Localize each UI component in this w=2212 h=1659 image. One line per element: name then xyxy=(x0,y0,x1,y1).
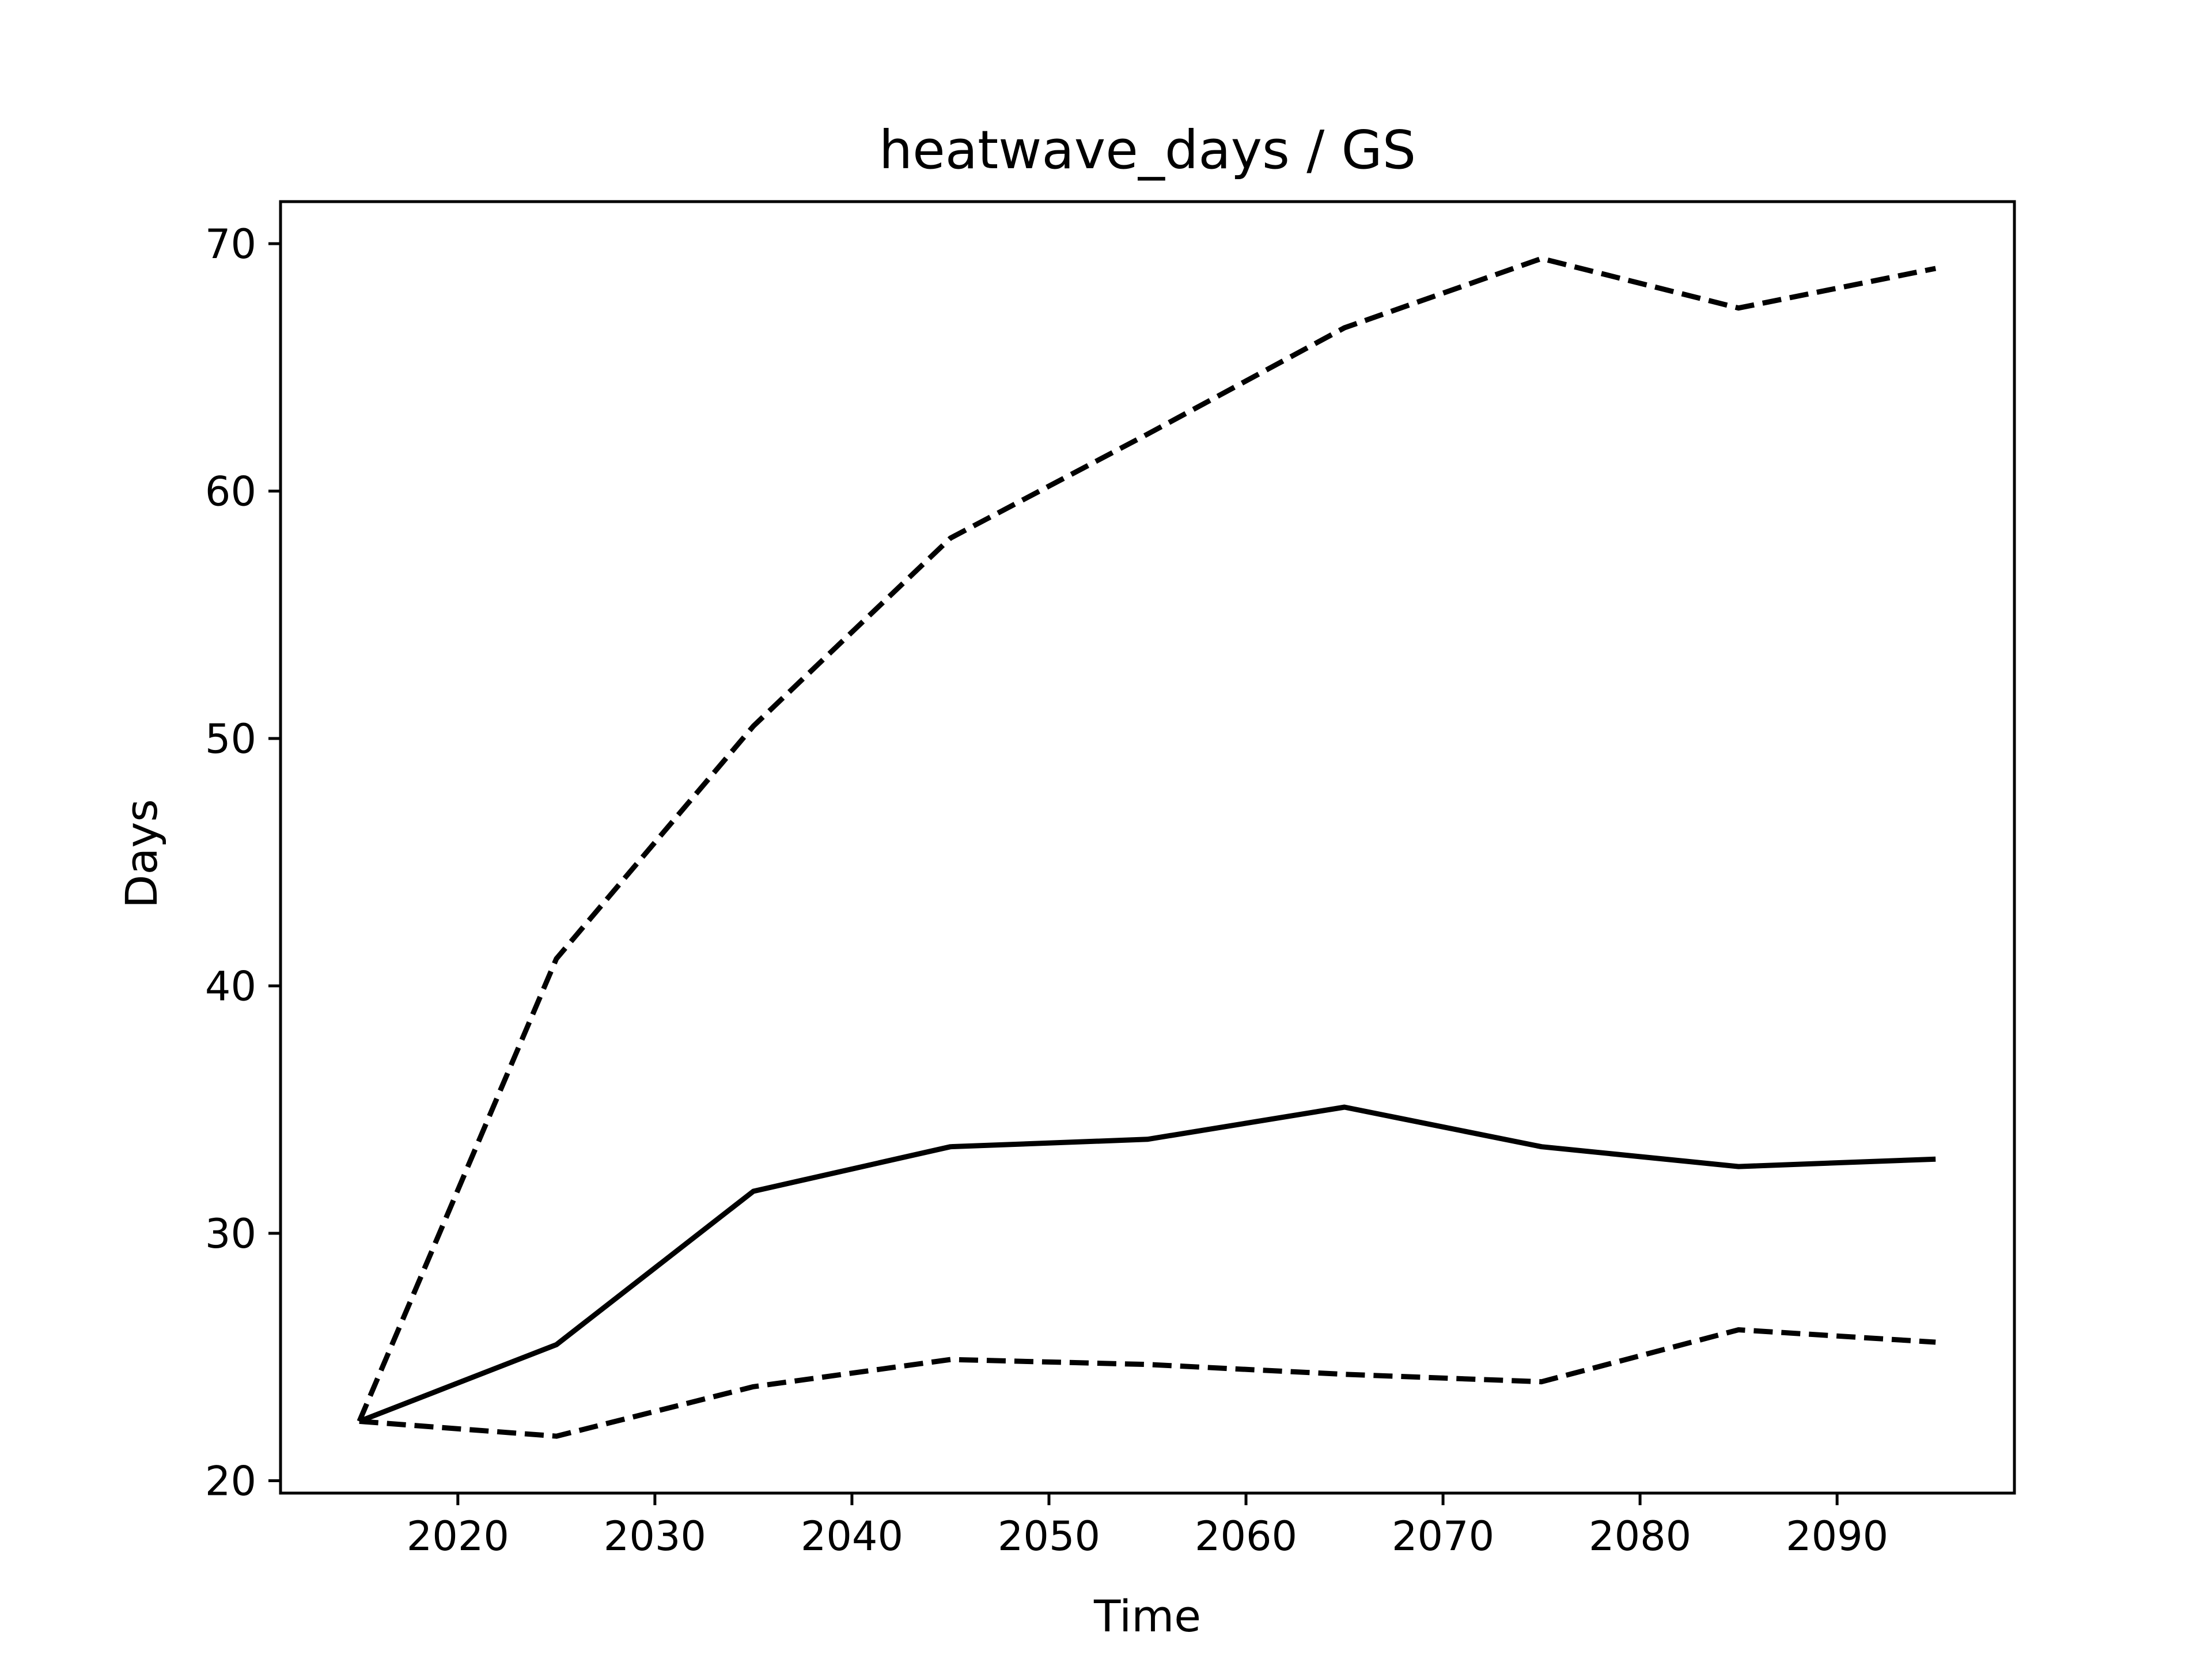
x-tick-label-2090: 2090 xyxy=(1786,1513,1888,1560)
x-tick-label-2030: 2030 xyxy=(604,1513,706,1560)
plot-frame xyxy=(279,200,2016,1495)
x-tick-label-2040: 2040 xyxy=(801,1513,903,1560)
x-tick-label-2070: 2070 xyxy=(1392,1513,1494,1560)
x-tick-label-2050: 2050 xyxy=(998,1513,1100,1560)
series-line-2 xyxy=(357,256,1937,1423)
x-axis-label: Time xyxy=(1093,1590,1201,1642)
x-tick-label-2060: 2060 xyxy=(1195,1513,1297,1560)
x-tick-label-2080: 2080 xyxy=(1589,1513,1691,1560)
y-tick-label-20: 20 xyxy=(205,1458,256,1505)
y-tick-label-40: 40 xyxy=(205,963,256,1010)
series-line-3 xyxy=(359,1327,1936,1439)
plot-area: 2020 2030 2040 2050 2060 2070 2080 209020304050… xyxy=(205,200,2016,1560)
x-tick-label-2020: 2020 xyxy=(407,1513,509,1560)
y-tick-label-30: 30 xyxy=(205,1210,256,1257)
y-tick-label-60: 60 xyxy=(205,468,256,516)
series-line-1 xyxy=(358,1104,1936,1424)
y-axis-label: Days xyxy=(116,799,167,908)
chart-title: heatwave_days / GS xyxy=(879,119,1416,181)
y-tick-label-70: 70 xyxy=(205,221,256,268)
y-tick-label-50: 50 xyxy=(205,715,256,763)
